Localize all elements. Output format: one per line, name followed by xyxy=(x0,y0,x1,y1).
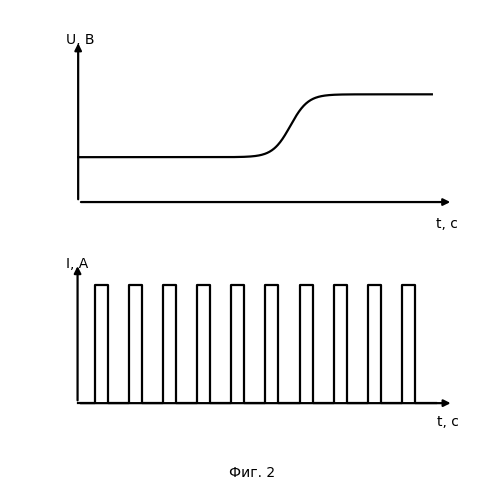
Text: I, A: I, A xyxy=(66,258,88,272)
Text: t, c: t, c xyxy=(436,217,458,231)
Text: U, B: U, B xyxy=(66,34,94,48)
Text: t, c: t, c xyxy=(436,415,459,429)
Text: Фиг. 2: Фиг. 2 xyxy=(229,466,275,480)
